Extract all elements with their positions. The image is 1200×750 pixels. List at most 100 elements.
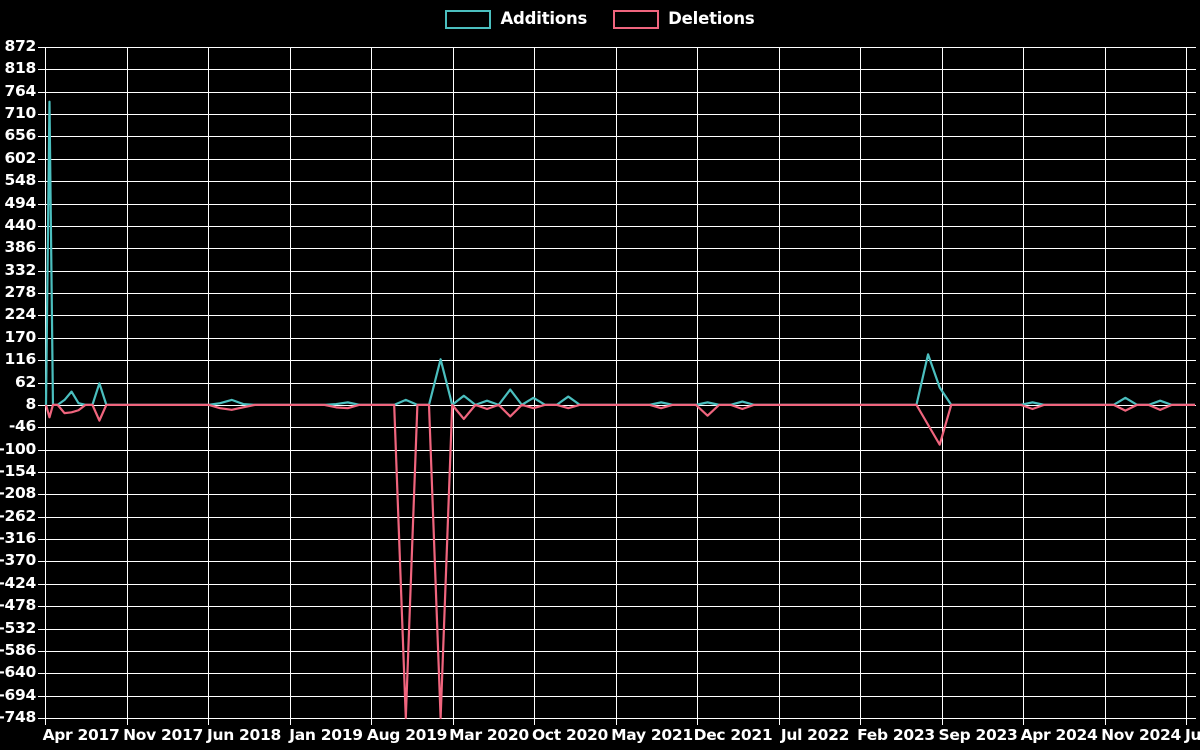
legend-swatch-deletions <box>613 9 660 29</box>
gridline-horizontal <box>45 383 1196 384</box>
x-axis-tick-label: Nov 2017 <box>123 726 203 744</box>
y-axis-tick <box>38 248 45 249</box>
gridline-vertical <box>697 47 698 718</box>
gridline-horizontal <box>45 472 1196 473</box>
y-axis-tick-label: 116 <box>4 350 37 368</box>
y-axis-tick <box>38 696 45 697</box>
gridline-horizontal <box>45 651 1196 652</box>
gridline-horizontal <box>45 494 1196 495</box>
legend-swatch-additions <box>445 9 492 29</box>
y-axis-tick <box>38 494 45 495</box>
x-axis-tick-label: Mar 2020 <box>449 726 529 744</box>
x-axis-tick-label: Jun 2018 <box>207 726 281 744</box>
y-axis-tick <box>38 651 45 652</box>
x-axis-tick <box>1105 718 1106 725</box>
gridline-vertical <box>616 47 617 718</box>
gridline-vertical <box>1023 47 1024 718</box>
x-axis-tick <box>208 718 209 725</box>
gridline-horizontal <box>45 271 1196 272</box>
legend-label-additions: Additions <box>500 8 588 28</box>
y-axis-tick <box>38 293 45 294</box>
y-axis-tick-label: -46 <box>8 417 36 435</box>
y-axis-tick-label: 440 <box>4 216 37 234</box>
gridline-horizontal <box>45 517 1196 518</box>
y-axis-tick-label: -208 <box>0 484 36 502</box>
x-axis-tick-label: Feb 2023 <box>857 726 935 744</box>
y-axis-tick <box>38 606 45 607</box>
y-axis-tick <box>38 539 45 540</box>
y-axis-tick <box>38 561 45 562</box>
x-axis-tick-label: Aug 2019 <box>366 726 448 744</box>
gridline-horizontal <box>45 181 1196 182</box>
y-axis-tick <box>38 47 45 48</box>
y-axis-tick <box>38 383 45 384</box>
x-axis-tick <box>127 718 128 725</box>
y-axis-tick <box>38 584 45 585</box>
y-axis-tick <box>38 92 45 93</box>
x-axis-tick-label: Jan 2019 <box>289 726 363 744</box>
legend-entry-deletions[interactable]: Deletions <box>613 9 755 29</box>
y-axis-tick <box>38 136 45 137</box>
gridline-horizontal <box>45 69 1196 70</box>
x-axis-tick <box>534 718 535 725</box>
series-layer <box>44 100 1195 720</box>
y-axis-tick <box>38 204 45 205</box>
y-axis-tick <box>38 718 45 719</box>
gridline-horizontal <box>45 539 1196 540</box>
y-axis-tick <box>38 450 45 451</box>
x-axis-tick <box>1023 718 1024 725</box>
x-axis-tick <box>290 718 291 725</box>
y-axis-tick-label: 332 <box>4 261 37 279</box>
y-axis-tick-label: 278 <box>4 283 37 301</box>
gridline-vertical <box>860 47 861 718</box>
y-axis-tick-label: 656 <box>4 126 37 144</box>
legend-entry-additions[interactable]: Additions <box>445 8 588 29</box>
gridline-vertical <box>1105 47 1106 718</box>
y-axis-tick <box>38 181 45 182</box>
y-axis-tick-label: -586 <box>0 641 36 659</box>
gridline-horizontal <box>45 696 1196 697</box>
y-axis-tick-label: 386 <box>4 238 37 256</box>
y-axis-tick-label: -262 <box>0 507 36 525</box>
y-axis-tick <box>38 472 45 473</box>
gridline-horizontal <box>45 427 1196 428</box>
y-axis-tick-label: 224 <box>4 305 37 323</box>
y-axis-tick <box>38 405 45 406</box>
gridline-vertical <box>371 47 372 718</box>
gridline-horizontal <box>45 248 1196 249</box>
gridline-horizontal <box>45 606 1196 607</box>
gridline-horizontal <box>45 315 1196 316</box>
x-axis-tick-label: Apr 2017 <box>42 726 120 744</box>
x-axis-tick <box>371 718 372 725</box>
y-axis-tick-label: 764 <box>4 82 37 100</box>
y-axis-tick <box>38 427 45 428</box>
y-axis-tick-label: 602 <box>4 149 37 167</box>
y-axis-tick <box>38 159 45 160</box>
x-axis-tick-label: May 2021 <box>611 726 693 744</box>
gridline-horizontal <box>45 629 1196 630</box>
gridline-horizontal <box>45 450 1196 451</box>
x-axis-tick-label: Jul 2022 <box>780 726 850 744</box>
x-axis-tick <box>1186 718 1187 725</box>
y-axis-tick-label: -532 <box>0 619 36 637</box>
series-line-additions <box>44 100 1195 406</box>
y-axis-tick <box>38 69 45 70</box>
gridline-vertical <box>779 47 780 718</box>
plot-area: 872 818 764 710 656 602 548 494 440 386 332 278 224 1… <box>0 38 1200 742</box>
gridline-horizontal <box>45 338 1196 339</box>
y-axis-tick <box>38 360 45 361</box>
gridline-horizontal <box>45 92 1196 93</box>
gridline-vertical <box>208 47 209 718</box>
x-axis-tick-label: Sep 2023 <box>938 726 1018 744</box>
y-axis-tick <box>38 114 45 115</box>
gridline-horizontal <box>45 159 1196 160</box>
y-axis-tick-label: -694 <box>0 686 36 704</box>
gridline-vertical <box>127 47 128 718</box>
y-axis-tick <box>38 315 45 316</box>
gridline-vertical <box>453 47 454 718</box>
chart-legend: Additions Deletions <box>0 6 1200 32</box>
gridline-horizontal <box>45 718 1196 719</box>
gridline-vertical <box>534 47 535 718</box>
y-axis-tick <box>38 271 45 272</box>
